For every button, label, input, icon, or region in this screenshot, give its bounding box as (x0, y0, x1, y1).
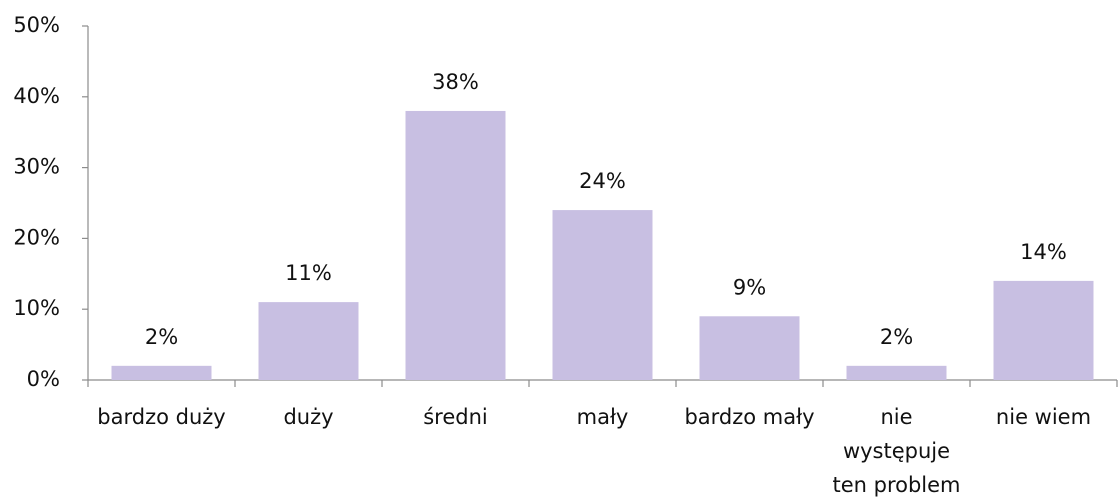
value-label: 11% (285, 261, 332, 285)
bar (552, 210, 653, 380)
x-tick-label: nie wiem (996, 405, 1091, 429)
bar (846, 365, 947, 380)
y-tick-label: 0% (27, 367, 60, 391)
x-tick-label: nie występuje ten problem (832, 405, 960, 497)
x-tick-label: bardzo mały (684, 405, 814, 429)
x-tick-label: duży (283, 405, 333, 429)
value-label: 2% (145, 325, 178, 349)
bar (699, 316, 800, 380)
x-tick-label: bardzo duży (97, 405, 225, 429)
x-tick-label: średni (423, 405, 488, 429)
y-tick-label: 30% (13, 155, 60, 179)
bar (405, 110, 506, 381)
y-tick-label: 40% (13, 84, 60, 108)
bar (258, 302, 359, 380)
value-label: 38% (432, 70, 479, 94)
y-tick-label: 50% (13, 13, 60, 37)
value-label: 9% (733, 275, 766, 299)
bar (993, 280, 1094, 380)
bar (111, 365, 212, 380)
x-tick-label: mały (577, 405, 629, 429)
value-label: 14% (1020, 240, 1067, 264)
y-tick-label: 20% (13, 225, 60, 249)
value-label: 24% (579, 169, 626, 193)
value-label: 2% (880, 325, 913, 349)
y-tick-label: 10% (13, 296, 60, 320)
